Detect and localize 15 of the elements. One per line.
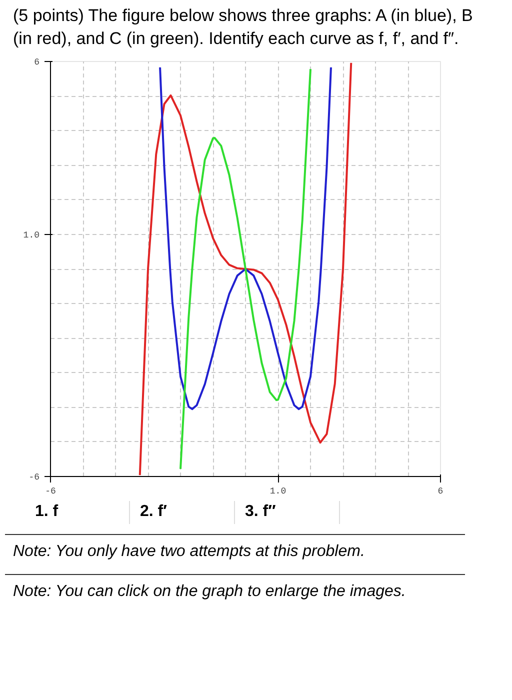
y-tick-label: -6 bbox=[28, 472, 40, 482]
chart-title: (5 points) The figure below shows three graphs: A (in blue), B (in red), and C (in green). Identify each curve as f, f′, and f″. bbox=[13, 5, 474, 50]
text: Note: You can click on the graph to enlarge the images. bbox=[13, 582, 406, 602]
text: 1. f bbox=[35, 502, 58, 522]
text: 2. f′ bbox=[140, 502, 167, 522]
y-tick-label: 1.0 bbox=[23, 230, 40, 240]
y-tick-label: 6 bbox=[34, 57, 40, 68]
text: 3. f″ bbox=[245, 502, 276, 522]
line-series bbox=[138, 62, 352, 476]
text: Note: You only have two attempts at this problem. bbox=[13, 542, 365, 562]
line-series bbox=[180, 68, 312, 470]
line-series bbox=[159, 66, 332, 410]
x-tick-label: 1.0 bbox=[270, 486, 286, 496]
x-tick-label: -6 bbox=[45, 486, 56, 496]
x-tick-label: 6 bbox=[438, 486, 444, 496]
